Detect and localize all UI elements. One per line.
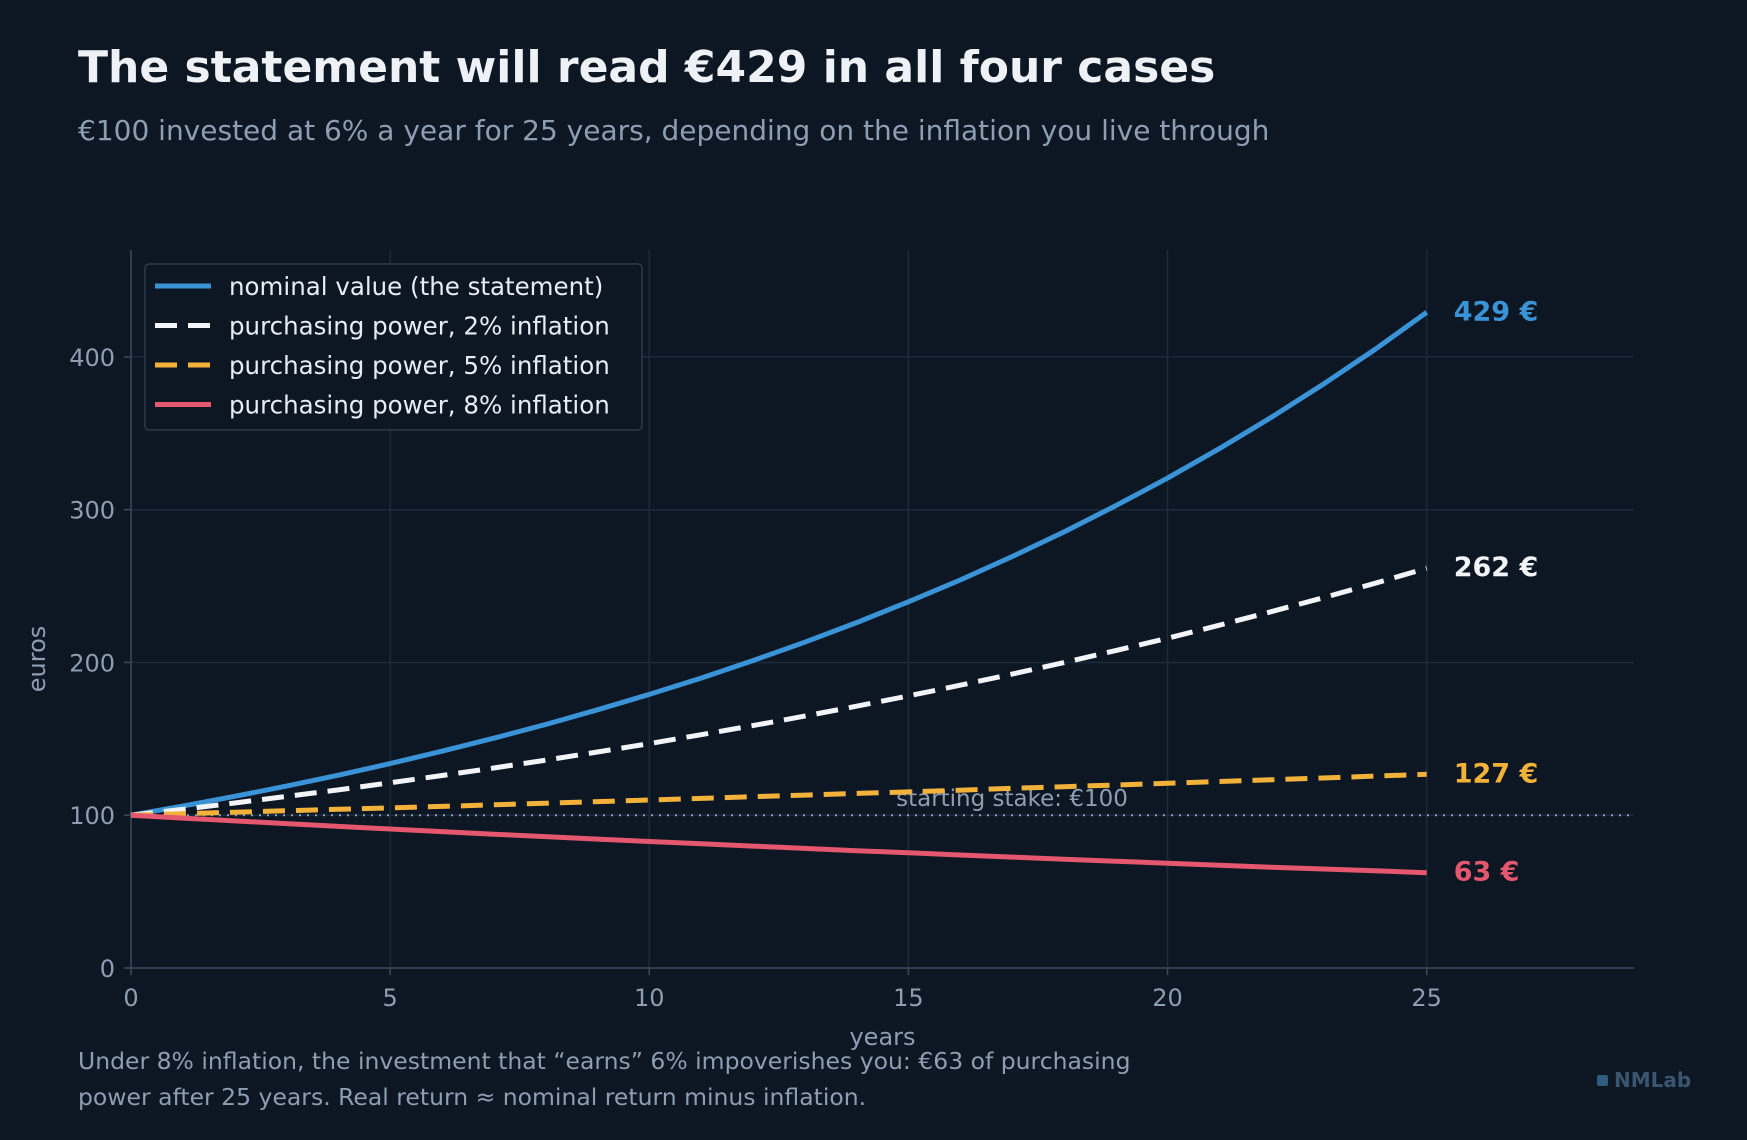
y-tick-label: 0 [100,955,115,983]
x-tick-label: 25 [1411,984,1442,1012]
series-line-4 [130,812,1427,876]
x-tick-label: 10 [634,984,665,1012]
x-tick-label: 5 [382,984,397,1012]
brand-mark-icon [1597,1074,1608,1086]
brand-logo: NMLab [1597,1068,1691,1092]
series-end-label-4: 63 € [1454,857,1520,888]
footnote: Under 8% inflation, the investment that … [78,1047,1131,1111]
x-axis-label: years [849,1023,915,1051]
series-line-1 [130,310,1429,818]
y-tick-label: 100 [69,802,115,830]
series-line-2 [130,565,1428,818]
y-tick-label: 200 [69,649,115,677]
legend-label-3: purchasing power, 5% inflation [229,351,610,380]
axis-layer: 0 100 200 300 400 0 5 10 15 20 25 years euros [23,250,1634,1051]
x-tick-label: 0 [123,984,138,1012]
legend-box [144,263,643,431]
legend-label-2: purchasing power, 2% inflation [229,312,610,341]
chart-subtitle: €100 invested at 6% a year for 25 years,… [78,114,1270,147]
legend-label-1: nominal value (the statement) [229,272,603,301]
series-end-label-3: 127 € [1454,758,1539,789]
series-end-label-2: 262 € [1454,552,1539,583]
reference-layer: starting stake: €100 [131,786,1634,817]
y-tick-label: 300 [69,497,115,525]
legend: nominal value (the statement) purchasing … [144,263,643,431]
x-tick-label: 15 [893,984,924,1012]
y-tick-label: 400 [69,344,115,372]
x-tick-label: 20 [1152,984,1183,1012]
brand-name: NMLab [1614,1068,1692,1092]
series-line-3 [130,771,1427,818]
legend-label-4: purchasing power, 8% inflation [229,391,610,420]
y-axis-label: euros [23,626,51,693]
end-label-layer: 429 € 262 € 127 € 63 € [1454,296,1539,887]
series-layer [130,310,1429,876]
chart-title: The statement will read €429 in all four… [78,42,1216,93]
series-end-label-1: 429 € [1454,296,1539,327]
